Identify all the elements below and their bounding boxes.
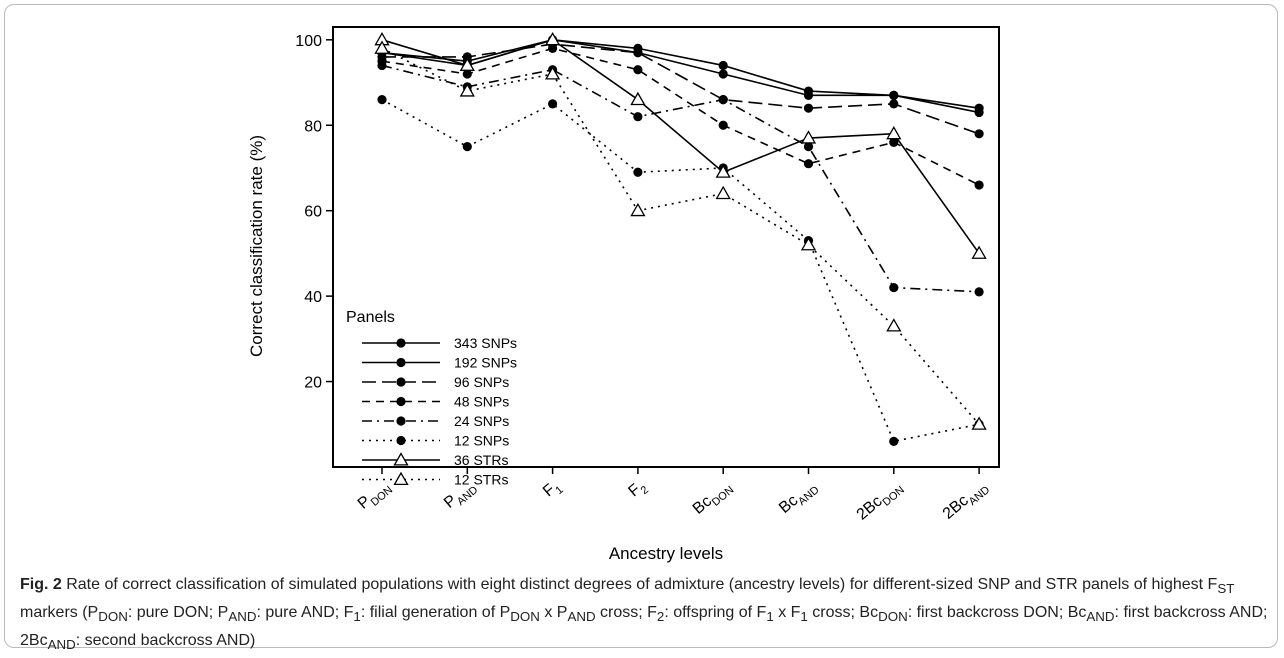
legend-item: 192 SNPs bbox=[362, 355, 517, 371]
y-tick-label: 20 bbox=[304, 375, 322, 392]
data-point bbox=[889, 436, 899, 446]
data-point bbox=[630, 91, 646, 106]
data-point bbox=[803, 103, 814, 113]
data-point bbox=[630, 202, 646, 217]
legend-label: 36 STRs bbox=[454, 452, 508, 468]
data-point bbox=[633, 48, 643, 58]
legend-marker bbox=[396, 338, 406, 348]
legend-item: 36 STRs bbox=[362, 452, 508, 468]
x-tick-label: 2BcDON bbox=[854, 477, 907, 527]
legend-label: 48 SNPs bbox=[454, 394, 509, 410]
data-point bbox=[800, 237, 817, 251]
series-36-strs bbox=[374, 32, 987, 259]
data-point bbox=[718, 69, 728, 79]
data-point bbox=[715, 185, 731, 200]
data-point bbox=[633, 112, 643, 122]
data-point bbox=[974, 129, 984, 139]
series-layer bbox=[374, 32, 987, 446]
x-tick-label: PDON bbox=[355, 477, 395, 516]
y-tick-label: 40 bbox=[304, 289, 322, 306]
data-point bbox=[459, 57, 475, 71]
x-tick-label: F1 bbox=[540, 477, 566, 503]
x-tick-label: F2 bbox=[625, 477, 651, 503]
legend-label: 24 SNPs bbox=[454, 413, 509, 429]
y-tick-label: 80 bbox=[304, 118, 322, 135]
data-point bbox=[889, 90, 899, 100]
legend-label: 343 SNPs bbox=[454, 335, 517, 351]
y-tick-label: 60 bbox=[304, 204, 322, 221]
series-line bbox=[381, 98, 980, 443]
legend-item: 12 STRs bbox=[362, 472, 508, 488]
legend-marker bbox=[393, 471, 409, 486]
data-point bbox=[803, 159, 814, 169]
data-point bbox=[462, 52, 472, 62]
legend-item: 12 SNPs bbox=[362, 433, 509, 449]
caption-text: Rate of correct classification of simula… bbox=[20, 576, 1268, 653]
legend-marker bbox=[396, 357, 406, 368]
x-tick-label: 2BcAND bbox=[940, 477, 992, 526]
data-point bbox=[803, 142, 814, 152]
legend-label: 192 SNPs bbox=[454, 355, 517, 371]
legend-title: Panels bbox=[346, 309, 395, 326]
data-point bbox=[548, 43, 558, 53]
series-line bbox=[381, 38, 980, 254]
data-point bbox=[889, 99, 899, 109]
data-point bbox=[889, 137, 899, 147]
y-tick-label: 100 bbox=[295, 33, 322, 50]
data-point bbox=[377, 60, 387, 71]
data-point bbox=[718, 120, 728, 130]
legend-marker bbox=[393, 452, 409, 466]
data-point bbox=[886, 318, 902, 332]
legend-label: 12 STRs bbox=[454, 472, 508, 488]
data-point bbox=[633, 167, 643, 177]
legend-marker bbox=[396, 396, 406, 407]
data-point bbox=[462, 142, 472, 152]
y-axis: 20 40 60 80 100 bbox=[295, 33, 333, 392]
legend-item: 343 SNPs bbox=[362, 335, 517, 351]
legend-item: 24 SNPs bbox=[362, 413, 509, 429]
data-point bbox=[971, 245, 987, 259]
data-point bbox=[462, 69, 472, 79]
data-point bbox=[374, 40, 390, 54]
legend-item: 48 SNPs bbox=[362, 394, 509, 410]
figure-frame bbox=[4, 4, 1278, 648]
series-line bbox=[382, 43, 980, 135]
figure-caption: Fig. 2 Rate of correct classification of… bbox=[20, 573, 1270, 658]
data-point bbox=[715, 164, 731, 178]
data-point bbox=[548, 99, 558, 109]
legend-marker bbox=[396, 377, 406, 387]
data-point bbox=[800, 130, 817, 144]
data-point bbox=[974, 107, 984, 118]
legend-marker bbox=[396, 435, 406, 446]
data-point bbox=[377, 95, 387, 105]
data-point bbox=[718, 95, 728, 105]
data-point bbox=[889, 282, 899, 293]
x-tick-label: BcAND bbox=[776, 477, 822, 520]
data-point bbox=[633, 65, 643, 75]
data-point bbox=[974, 287, 984, 297]
data-point bbox=[718, 60, 728, 71]
series-line bbox=[381, 47, 980, 186]
data-point bbox=[971, 416, 987, 430]
legend: Panels 343 SNPs 192 SNPs 96 SNPs 48 SNPs 24 S… bbox=[346, 309, 517, 488]
series-line bbox=[381, 64, 980, 293]
series-12-strs bbox=[374, 40, 987, 430]
data-point bbox=[886, 125, 902, 140]
legend-item: 96 SNPs bbox=[362, 374, 509, 390]
x-axis-title: Ancestry levels bbox=[609, 544, 723, 563]
y-axis-title: Correct classification rate (%) bbox=[247, 135, 266, 357]
data-point bbox=[544, 32, 561, 46]
legend-label: 12 SNPs bbox=[454, 433, 509, 449]
data-point bbox=[544, 66, 561, 80]
plot-area bbox=[332, 26, 1000, 468]
legend-label: 96 SNPs bbox=[454, 374, 509, 390]
data-point bbox=[459, 83, 475, 97]
data-point bbox=[974, 180, 984, 190]
caption-label: Fig. 2 bbox=[20, 576, 62, 593]
legend-marker bbox=[396, 416, 406, 426]
data-point bbox=[803, 90, 814, 100]
x-tick-label: BcDON bbox=[690, 477, 737, 521]
